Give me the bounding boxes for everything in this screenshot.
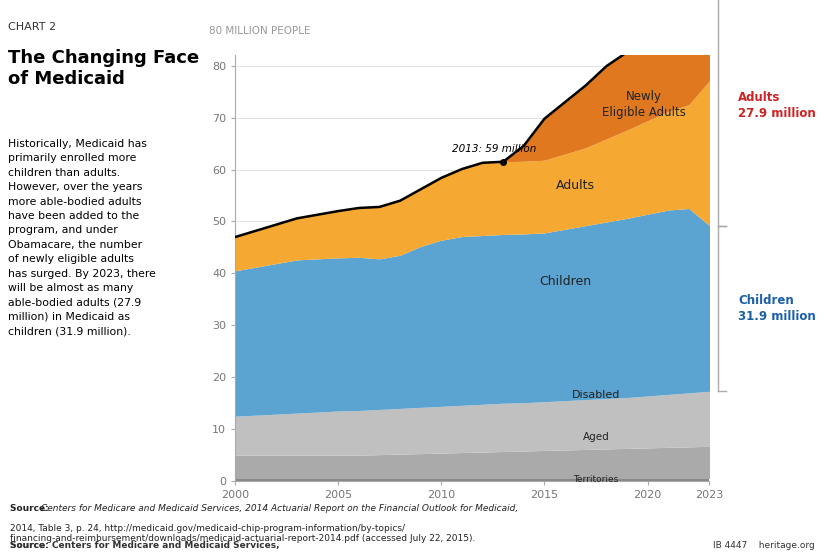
Text: Children
31.9 million: Children 31.9 million <box>738 294 816 323</box>
Text: Historically, Medicaid has
primarily enrolled more
children than adults.
However: Historically, Medicaid has primarily enr… <box>8 139 156 336</box>
Text: Children: Children <box>539 275 592 288</box>
Text: 2014, Table 3, p. 24, http://medicaid.gov/medicaid-chip-program-information/by-t: 2014, Table 3, p. 24, http://medicaid.go… <box>10 513 475 543</box>
Text: Adults
27.9 million: Adults 27.9 million <box>738 91 816 120</box>
Text: IB 4447    heritage.org: IB 4447 heritage.org <box>714 541 815 550</box>
Text: CHART 2: CHART 2 <box>8 22 56 32</box>
Text: Aged: Aged <box>582 432 610 442</box>
Text: Newly
Eligible Adults: Newly Eligible Adults <box>601 90 686 119</box>
Text: 2013: 79 million: 2013: 79 million <box>0 552 1 553</box>
Text: 80 MILLION PEOPLE: 80 MILLION PEOPLE <box>209 26 310 36</box>
Text: Territories: Territories <box>573 476 619 484</box>
Text: 2013: 59 million: 2013: 59 million <box>451 144 536 154</box>
Text: Centers for Medicare and Medicaid Services, 2014 Actuarial Report on the Financi: Centers for Medicare and Medicaid Servic… <box>41 504 518 513</box>
Text: Source:: Source: <box>10 541 52 550</box>
Text: The Changing Face
of Medicaid: The Changing Face of Medicaid <box>8 49 200 88</box>
Text: Disabled: Disabled <box>572 390 620 400</box>
Text: Source: Centers for Medicare and Medicaid Services,: Source: Centers for Medicare and Medicai… <box>10 541 282 550</box>
Text: Source:: Source: <box>10 504 52 513</box>
Text: Adults: Adults <box>556 179 595 192</box>
